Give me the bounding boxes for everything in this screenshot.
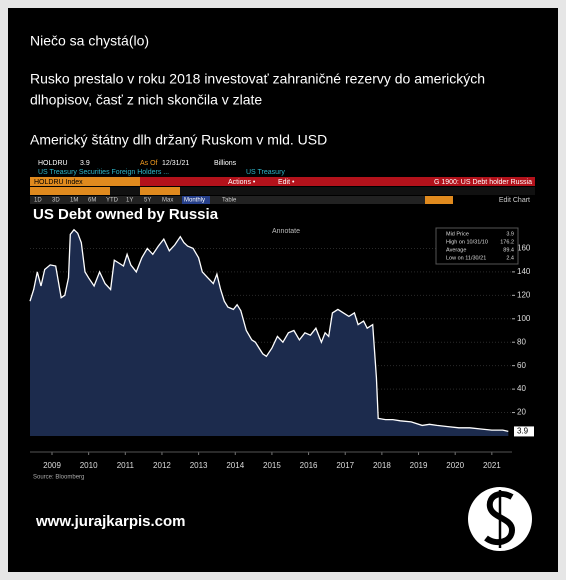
caption: Americký štátny dlh držaný Ruskom v mld.… <box>30 132 327 148</box>
y-tick-label: 60 <box>517 361 526 370</box>
y-tick-label: 120 <box>517 290 531 299</box>
range-button[interactable]: 3D <box>52 198 60 204</box>
x-tick-label: 2021 <box>483 461 501 470</box>
date-bar <box>30 187 535 195</box>
website: www.jurajkarpis.com <box>35 513 186 530</box>
x-tick-label: 2009 <box>43 461 61 470</box>
date-field <box>30 187 110 195</box>
legend-label: High on 10/31/10 <box>446 239 488 245</box>
table-button[interactable]: Table <box>222 198 237 204</box>
heading: Niečo sa chystá(lo) <box>30 33 149 49</box>
source-name: US Treasury <box>246 169 285 176</box>
legend-label: Low on 11/30/21 <box>446 255 486 261</box>
command-bar <box>30 177 535 186</box>
toolbar-bg <box>30 196 425 204</box>
y-tick-label: 40 <box>517 384 526 393</box>
ticker: HOLDRU <box>38 160 68 167</box>
y-tick-label: 140 <box>517 267 531 276</box>
range-button[interactable]: 6M <box>88 198 96 204</box>
logo-s <box>484 491 516 546</box>
x-tick-label: 2012 <box>153 461 171 470</box>
logo <box>468 487 532 551</box>
source: Source: Bloomberg <box>33 475 84 481</box>
x-tick-label: 2016 <box>300 461 318 470</box>
text: dlhopisov, časť z nich skončila v zlate <box>30 92 262 108</box>
page-title: G 1900: US Debt holder Russia <box>434 179 532 186</box>
area <box>30 229 509 436</box>
chart-title: US Debt owned by Russia <box>33 206 219 223</box>
legend-value: 176.2 <box>500 239 514 245</box>
legend-value: 3.9 <box>506 231 514 237</box>
last-value-box <box>514 426 534 437</box>
x-tick-label: 2011 <box>117 461 135 470</box>
edit[interactable]: Edit • <box>278 179 295 186</box>
x-tick-label: 2017 <box>336 461 354 470</box>
freq-field <box>182 196 210 204</box>
edit-chart[interactable]: Edit Chart <box>499 197 530 204</box>
actions[interactable]: Actions • <box>228 179 256 186</box>
field <box>425 196 453 204</box>
text: Rusko prestalo v roku 2018 investovať za… <box>30 71 485 87</box>
date-field <box>140 187 180 195</box>
range-button[interactable]: YTD <box>106 198 119 204</box>
range-button[interactable]: Max <box>162 198 173 204</box>
legend-label: Average <box>446 247 466 253</box>
last: 3.9 <box>80 160 90 167</box>
annotate[interactable]: Annotate <box>272 228 300 235</box>
description: US Treasury Securities Foreign Holders .… <box>38 169 169 176</box>
last-value-label: 3.9 <box>517 427 529 436</box>
x-tick-label: 2019 <box>410 461 428 470</box>
as-of: As Of <box>140 160 158 167</box>
y-tick-label: 20 <box>517 408 526 417</box>
toolbar: 1D 3D 1M 6M YTD 1Y 5Y Max Monthly Table <box>30 196 425 204</box>
legend-value: 89.4 <box>503 247 514 253</box>
x-tick-label: 2014 <box>226 461 244 470</box>
units: Billions <box>214 160 237 167</box>
legend-label: Mid Price <box>446 231 469 237</box>
date: 12/31/21 <box>162 160 189 167</box>
x-tick-label: 2010 <box>80 461 98 470</box>
range-button[interactable]: 1Y <box>126 198 133 204</box>
x-tick-label: 2015 <box>263 461 281 470</box>
range-button[interactable]: 5Y <box>144 198 151 204</box>
index: HOLDRU Index <box>34 179 83 186</box>
legend-box <box>435 227 519 265</box>
index-field <box>30 177 140 186</box>
x-tick-label: 2013 <box>190 461 208 470</box>
range-button[interactable]: 1D <box>34 198 42 204</box>
x-tick-label: 2018 <box>373 461 391 470</box>
x-tick-label: 2020 <box>446 461 464 470</box>
line <box>29 228 509 433</box>
plot: 20 40 60 80 100 120 140 160 2009 2010 2011 2012 2013… <box>29 228 534 470</box>
y-tick-label: 160 <box>517 244 531 253</box>
y-tick-label: 80 <box>517 337 526 346</box>
frequency[interactable]: Monthly <box>184 198 205 204</box>
y-tick-label: 100 <box>517 314 531 323</box>
range-button[interactable]: 1M <box>70 198 78 204</box>
legend-value: 2.4 <box>506 255 514 261</box>
